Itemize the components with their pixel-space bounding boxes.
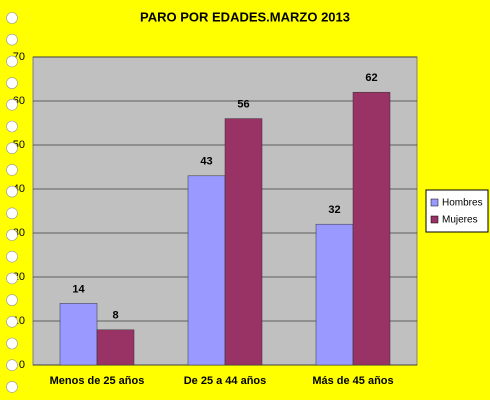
x-tick-label: Más de 45 años	[312, 375, 393, 387]
binding-ring	[6, 250, 18, 263]
binding-ring	[6, 294, 18, 306]
binding-ring	[6, 229, 18, 241]
binding-ring	[6, 142, 18, 154]
legend-swatch	[430, 215, 439, 224]
binding-ring	[6, 55, 18, 68]
bar	[224, 118, 263, 366]
data-label: 14	[72, 283, 85, 295]
binding-ring	[6, 99, 18, 111]
x-tick-label: De 25 a 44 años	[184, 375, 267, 387]
legend-label: Mujeres	[442, 215, 478, 226]
data-label: 8	[112, 310, 118, 322]
y-tick-label: 0	[19, 359, 25, 371]
binding-rings	[6, 12, 18, 393]
binding-ring	[6, 381, 18, 393]
data-label: 56	[237, 99, 249, 111]
legend-swatch	[430, 198, 439, 207]
data-label: 32	[328, 204, 340, 216]
data-label: 62	[365, 72, 377, 84]
x-tick-label: Menos de 25 años	[50, 375, 145, 387]
binding-ring	[6, 337, 18, 350]
bar	[96, 329, 135, 366]
data-label: 43	[200, 156, 212, 168]
binding-ring	[6, 359, 18, 372]
legend	[425, 189, 489, 233]
binding-ring	[6, 120, 18, 133]
binding-ring	[6, 164, 18, 176]
binding-ring	[6, 185, 18, 198]
binding-ring	[6, 77, 18, 89]
bar	[59, 303, 98, 366]
binding-ring	[6, 33, 18, 46]
chart-title: PARO POR EDADES.MARZO 2013	[140, 9, 350, 24]
bar	[187, 175, 226, 366]
legend-label: Hombres	[442, 198, 483, 209]
binding-ring	[6, 207, 18, 220]
binding-ring	[6, 272, 18, 285]
binding-ring	[6, 12, 18, 24]
binding-ring	[6, 315, 18, 328]
bar	[315, 223, 354, 366]
bar	[352, 91, 391, 366]
